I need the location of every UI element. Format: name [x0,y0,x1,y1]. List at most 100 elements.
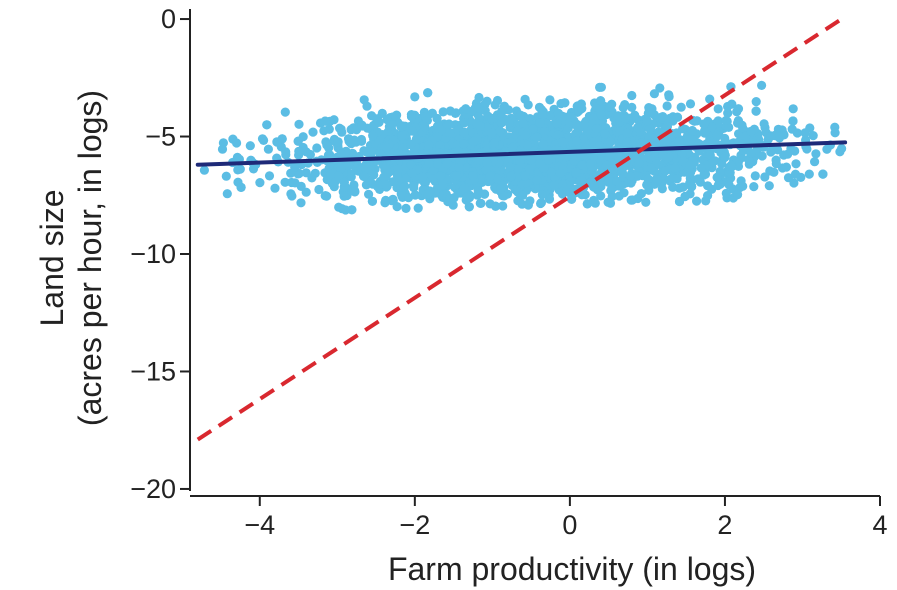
scatter-point [359,95,369,105]
x-tick-label: 2 [717,510,732,540]
scatter-point [571,129,581,139]
scatter-point [381,142,391,152]
scatter-point [700,126,710,136]
scatter-point [290,178,300,188]
scatter-point [368,131,378,141]
scatter-point [577,160,587,170]
scatter-point [791,159,801,169]
scatter-point [518,190,528,200]
scatter-point [222,189,232,199]
scatter-point [459,118,470,128]
scatter-point [451,108,461,118]
scatter-point [790,169,801,179]
y-axis-title-line2: (acres per hour, in logs) [72,90,108,426]
scatter-point [830,128,840,138]
scatter-point [783,173,794,183]
scatter-point [572,122,583,132]
scatter-point [662,101,672,111]
scatter-point [585,159,596,169]
scatter-point [579,119,590,129]
scatter-point [464,202,474,212]
scatter-point [467,106,477,116]
y-tick-label: −10 [130,239,176,269]
scatter-point [571,167,581,178]
scatter-point [605,102,615,112]
x-axis-title: Farm productivity (in logs) [388,551,756,587]
scatter-point [482,158,492,168]
scatter-point [622,128,632,138]
scatter-point [680,191,690,202]
scatter-point [692,196,702,206]
scatter-point [379,172,389,182]
scatter-point [539,163,549,173]
scatter-point [818,169,828,179]
scatter-point [642,180,652,190]
scatter-point [336,124,346,134]
scatter-point [280,107,290,117]
scatter-point [538,139,548,149]
scatter-point [257,134,268,144]
scatter-point [677,148,688,159]
scatter-point [520,171,530,181]
scatter-point [255,178,265,188]
scatter-point [498,201,508,211]
scatter-point [692,116,702,126]
scatter-point [781,162,792,172]
scatter-point [602,160,612,170]
scatter-point [751,97,761,107]
scatter-point [281,150,291,160]
scatter-point [499,191,509,201]
scatter-point [408,181,418,191]
scatter-point [732,190,743,200]
scatter-point [199,165,209,175]
scatter-point [787,124,797,134]
scatter-point [808,131,818,141]
scatter-point [221,171,231,181]
scatter-point [641,197,651,207]
scatter-point [603,177,614,187]
scatter-point [307,173,317,183]
scatter-point [308,127,318,137]
scatter-point [596,96,606,106]
scatter-point [407,168,417,178]
scatter-point [546,167,556,177]
scatter-point [560,98,570,108]
scatter-point [662,122,672,132]
scatter-point [790,146,800,156]
scatter-point [294,119,304,129]
scatter-point [339,177,349,187]
scatter-point [248,164,259,174]
scatter-point [771,159,781,169]
scatter-point [724,122,734,132]
scatter-point [537,189,548,200]
scatter-point [449,193,459,203]
scatter-point [505,162,515,172]
scatter-point [664,92,674,102]
scatter-point [444,119,454,129]
scatter-point [701,196,711,206]
scatter-point [726,162,736,172]
scatter-point [520,130,531,140]
scatter-point [387,120,397,130]
scatter-point [590,198,600,208]
scatter-point [413,203,423,213]
scatter-point [536,198,546,209]
scatter-point [407,126,418,136]
scatter-point [618,103,628,113]
scatter-point [757,80,767,90]
scatter-point [263,144,273,154]
scatter-point [380,198,390,208]
scatter-point [420,122,430,132]
x-tick-label: 4 [872,510,887,540]
scatter-point [837,144,847,154]
scatter-point [459,128,469,138]
scatter-point [442,159,452,169]
scatter-point [504,118,514,128]
scatter-point [469,136,479,146]
scatter-point [264,171,275,181]
scatter-point [495,184,506,194]
scatter-point [294,168,304,179]
scatter-point [619,179,629,189]
scatter-point [810,157,820,167]
